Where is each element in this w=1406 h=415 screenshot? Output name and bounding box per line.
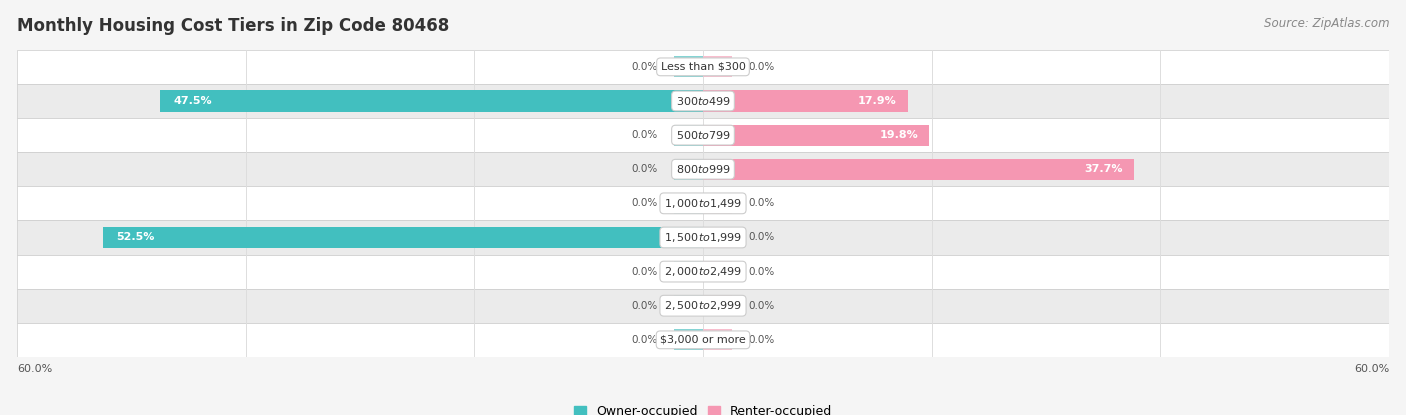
Bar [675,329,703,350]
Bar [703,159,1135,180]
Bar [703,295,731,316]
Text: 0.0%: 0.0% [631,164,657,174]
Bar [103,227,703,248]
Text: 17.9%: 17.9% [858,96,896,106]
Text: 0.0%: 0.0% [749,232,775,242]
Bar [675,56,703,78]
Text: 0.0%: 0.0% [749,62,775,72]
Text: $2,000 to $2,499: $2,000 to $2,499 [664,265,742,278]
Bar [675,124,703,146]
Bar [703,261,731,282]
Legend: Owner-occupied, Renter-occupied: Owner-occupied, Renter-occupied [574,405,832,415]
Text: 60.0%: 60.0% [1354,364,1389,374]
Text: 0.0%: 0.0% [749,335,775,345]
Bar [703,329,731,350]
Bar [17,186,1389,220]
Text: 0.0%: 0.0% [631,301,657,311]
Text: 52.5%: 52.5% [117,232,155,242]
Text: 0.0%: 0.0% [749,198,775,208]
Bar [160,90,703,112]
Text: 0.0%: 0.0% [631,62,657,72]
Bar [703,227,731,248]
Bar [17,118,1389,152]
Text: 60.0%: 60.0% [17,364,52,374]
Bar [17,289,1389,323]
Text: Source: ZipAtlas.com: Source: ZipAtlas.com [1264,17,1389,29]
Text: $3,000 or more: $3,000 or more [661,335,745,345]
Bar [675,261,703,282]
Text: 37.7%: 37.7% [1084,164,1122,174]
Text: 0.0%: 0.0% [749,301,775,311]
Text: $300 to $499: $300 to $499 [675,95,731,107]
Bar [17,220,1389,254]
Text: 0.0%: 0.0% [631,130,657,140]
Text: $1,500 to $1,999: $1,500 to $1,999 [664,231,742,244]
Text: 0.0%: 0.0% [631,335,657,345]
Bar [17,254,1389,289]
Bar [703,56,731,78]
Bar [675,295,703,316]
Bar [703,90,908,112]
Bar [703,124,929,146]
Text: 0.0%: 0.0% [631,266,657,276]
Text: Monthly Housing Cost Tiers in Zip Code 80468: Monthly Housing Cost Tiers in Zip Code 8… [17,17,449,34]
Text: 0.0%: 0.0% [631,198,657,208]
Text: $800 to $999: $800 to $999 [675,163,731,175]
Text: $500 to $799: $500 to $799 [675,129,731,141]
Text: $2,500 to $2,999: $2,500 to $2,999 [664,299,742,312]
Bar [17,84,1389,118]
Text: 0.0%: 0.0% [749,266,775,276]
Text: Less than $300: Less than $300 [661,62,745,72]
Bar [17,50,1389,84]
Bar [703,193,731,214]
Bar [17,152,1389,186]
Text: 19.8%: 19.8% [879,130,918,140]
Text: $1,000 to $1,499: $1,000 to $1,499 [664,197,742,210]
Text: 47.5%: 47.5% [173,96,212,106]
Bar [17,323,1389,357]
Bar [675,159,703,180]
Bar [675,193,703,214]
